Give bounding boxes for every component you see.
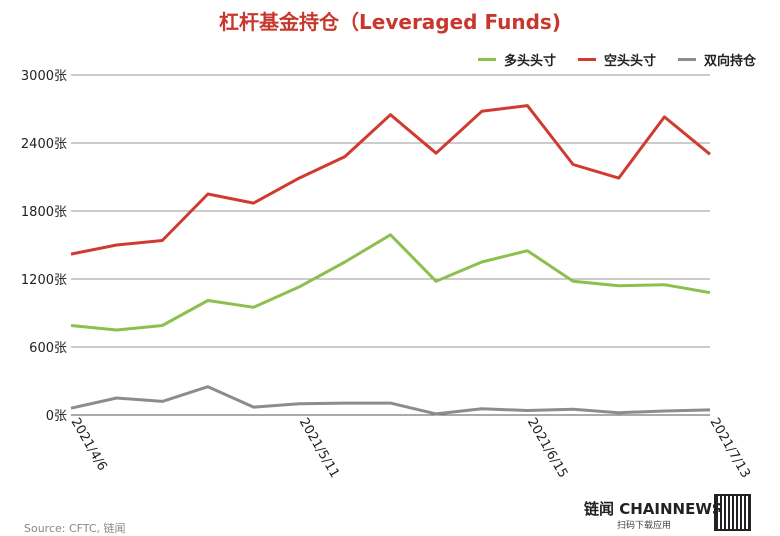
y-tick-label: 600张 [29,341,67,356]
legend-label-spread: 双向持仓 [703,54,756,69]
legend-item-spread: 双向持仓 [677,50,756,69]
series-lines [70,104,711,416]
x-tick-label: 2021/4/6 [68,416,110,474]
x-tick-label: 2021/6/15 [524,416,570,481]
chart-title: 杠杆基金持仓（Leveraged Funds) [219,10,561,34]
legend-swatch-spread [677,58,696,61]
x-axis-ticks: 2021/4/6 2021/5/11 2021/6/15 2021/7/13 [68,416,753,481]
series-line-0 [70,233,711,332]
x-tick-label: 2021/7/13 [707,416,753,481]
y-tick-label: 3000张 [21,69,67,84]
x-tick-label: 2021/5/11 [296,416,342,481]
footer-subtitle: 扫码下载应用 [617,521,672,531]
legend-swatch-short [577,58,596,61]
legend-label-long: 多头头寸 [503,54,556,69]
y-tick-label: 2400张 [21,137,67,152]
y-tick-label: 0张 [46,409,67,424]
series-line-1 [70,104,711,256]
qr-code-icon [714,494,751,531]
legend-swatch-long [477,58,496,61]
y-axis-ticks: 0张 600张 1200张 1800张 2400张 3000张 [21,69,67,424]
legend: 多头头寸 空头头寸 双向持仓 [477,50,756,69]
legend-item-short: 空头头寸 [577,50,656,69]
legend-label-short: 空头头寸 [603,54,656,69]
source-note: Source: CFTC, 链闻 [24,522,126,535]
grid-lines [71,74,710,416]
legend-item-long: 多头头寸 [477,50,556,69]
series-line-2 [70,385,711,416]
y-tick-label: 1800张 [21,205,67,220]
y-tick-label: 1200张 [21,273,67,288]
footer-brand: 链闻 CHAINNEWS [584,500,723,518]
